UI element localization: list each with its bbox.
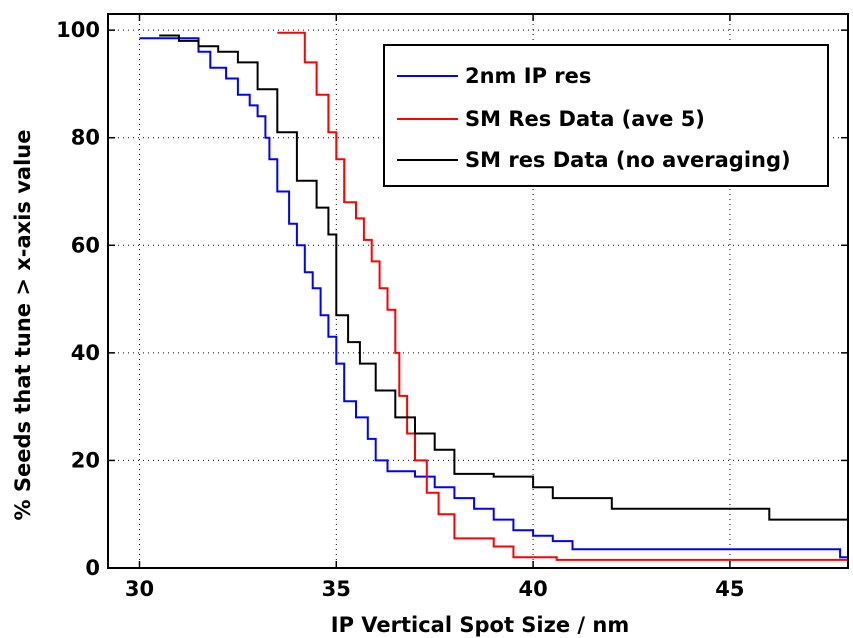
y-tick-label: 100 bbox=[56, 18, 100, 42]
y-tick-label: 80 bbox=[71, 126, 100, 150]
x-tick-label: 35 bbox=[322, 577, 351, 601]
axis-ticks: 30 35 40 45 0 20 40 60 80 100 bbox=[56, 14, 848, 601]
x-axis-title: IP Vertical Spot Size / nm bbox=[331, 613, 629, 637]
x-tick-label: 45 bbox=[715, 577, 744, 601]
y-tick-label: 60 bbox=[71, 233, 100, 257]
legend-label-2nm-ip-res: 2nm IP res bbox=[465, 64, 591, 88]
series-layer bbox=[139, 31, 849, 561]
legend-label-sm-res-ave5: SM Res Data (ave 5) bbox=[465, 107, 705, 131]
series-line-1 bbox=[277, 31, 848, 561]
x-tick-label: 40 bbox=[518, 577, 547, 601]
y-tick-label: 0 bbox=[85, 556, 100, 580]
legend: 2nm IP res SM Res Data (ave 5) SM res Da… bbox=[383, 44, 829, 187]
plot-frame bbox=[107, 13, 849, 569]
series-line-0 bbox=[139, 37, 848, 559]
series-line-2 bbox=[159, 34, 849, 525]
y-tick-label: 20 bbox=[71, 448, 100, 472]
y-tick-label: 40 bbox=[71, 341, 100, 365]
legend-label-sm-res-no-averaging: SM res Data (no averaging) bbox=[465, 148, 791, 172]
legend-box bbox=[383, 44, 829, 187]
x-tick-label: 30 bbox=[125, 577, 154, 601]
y-axis-title: % Seeds that tune > x-axis value bbox=[11, 130, 35, 521]
